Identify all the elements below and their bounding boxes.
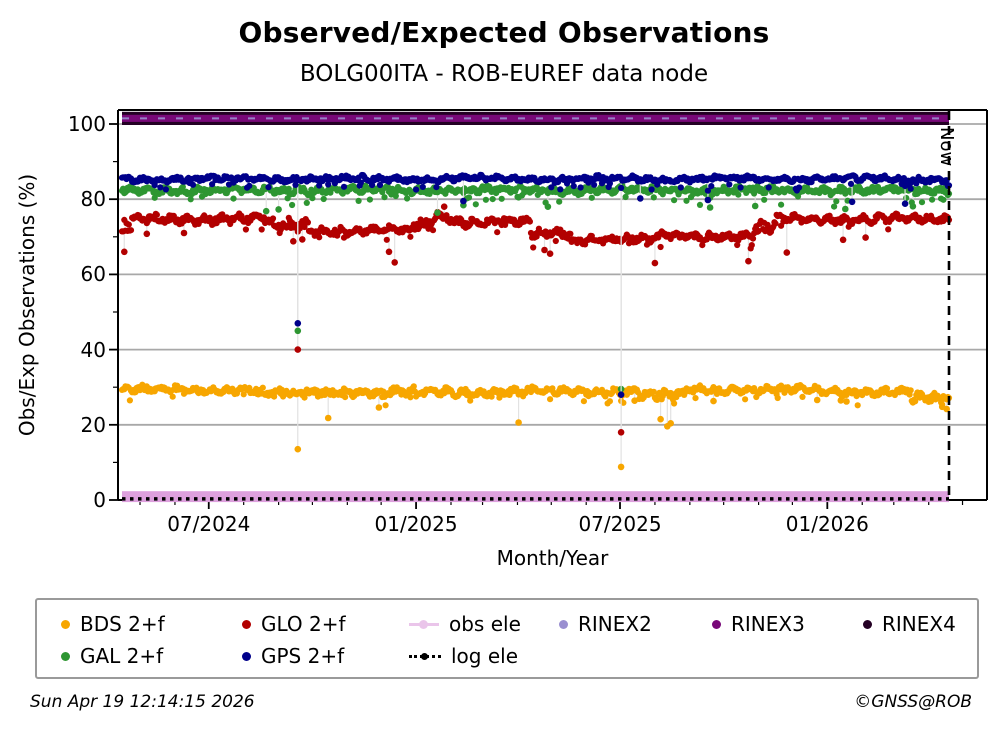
- x-tick-label: 01/2025: [374, 512, 458, 536]
- y-tick-label: 0: [93, 488, 106, 512]
- legend-item-gps-2-f: GPS 2+f: [242, 644, 409, 668]
- y-tick-label: 20: [80, 412, 106, 437]
- y-tick-label: 80: [80, 187, 106, 212]
- y-tick-label: 40: [80, 337, 106, 362]
- series-glo-2-f: [118, 203, 953, 436]
- y-tick-label: 100: [67, 112, 106, 136]
- rinex2-marker-icon: [559, 619, 568, 629]
- legend-item-bds-2-f: BDS 2+f: [61, 612, 242, 636]
- legend-label: RINEX3: [731, 612, 805, 636]
- y-tick-label: 60: [80, 262, 106, 287]
- chart-title: Observed/Expected Observations: [238, 16, 770, 49]
- legend-item-glo-2-f: GLO 2+f: [242, 612, 409, 636]
- y-axis-label: Obs/Exp Observations (%): [15, 173, 39, 437]
- legend-label: log ele: [451, 644, 519, 668]
- glo-2-f-marker-icon: [242, 619, 251, 629]
- legend-item-gal-2-f: GAL 2+f: [61, 644, 242, 668]
- log-ele-marker-icon: [409, 652, 441, 660]
- legend-item-rinex2: RINEX2: [559, 612, 712, 636]
- legend-item-rinex3: RINEX3: [712, 612, 863, 636]
- legend-label: GAL 2+f: [80, 644, 164, 668]
- now-label: Now: [936, 127, 957, 167]
- series-gps-2-f: [118, 171, 953, 399]
- legend-label: RINEX4: [882, 612, 956, 636]
- legend-row: GAL 2+f GPS 2+f log ele: [61, 640, 977, 672]
- rinex4-marker-icon: [863, 619, 872, 629]
- legend-box: BDS 2+f GLO 2+f obs ele RINEX2 RINEX3 RINEX4 G…: [35, 598, 979, 679]
- timestamp-text: Sun Apr 19 12:14:15 2026: [30, 692, 255, 712]
- obs-ele-marker-icon: [409, 619, 439, 629]
- rinex3-marker-icon: [712, 619, 721, 629]
- gal-2-f-marker-icon: [61, 651, 70, 661]
- band-obs-ele: [122, 491, 949, 503]
- x-tick-label: 07/2025: [578, 512, 662, 536]
- chart-subtitle: BOLG00ITA - ROB-EUREF data node: [299, 61, 709, 87]
- legend-item-log-ele: log ele: [409, 644, 559, 668]
- band-rinex3: [122, 114, 949, 122]
- x-tick-label: 01/2026: [785, 512, 869, 536]
- legend-row: BDS 2+f GLO 2+f obs ele RINEX2 RINEX3 RINEX4: [61, 608, 977, 640]
- gps-2-f-marker-icon: [242, 651, 251, 661]
- legend-label: GPS 2+f: [261, 644, 345, 668]
- series-bds-2-f: [118, 381, 953, 471]
- bds-2-f-marker-icon: [61, 619, 70, 629]
- legend-label: GLO 2+f: [261, 612, 346, 636]
- legend-item-obs-ele: obs ele: [409, 612, 559, 636]
- legend-item-rinex4: RINEX4: [863, 612, 977, 636]
- x-axis-label: Month/Year: [496, 546, 609, 570]
- legend-label: obs ele: [449, 612, 521, 636]
- copyright-text: ©GNSS@ROB: [854, 692, 972, 712]
- legend-label: BDS 2+f: [80, 612, 165, 636]
- x-tick-label: 07/2024: [167, 512, 251, 536]
- legend-label: RINEX2: [578, 612, 652, 636]
